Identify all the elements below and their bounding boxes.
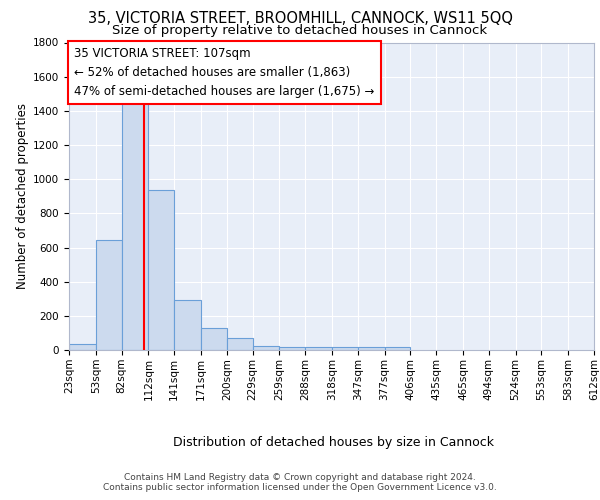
Text: Contains HM Land Registry data © Crown copyright and database right 2024.
Contai: Contains HM Land Registry data © Crown c… — [103, 473, 497, 492]
Text: 35 VICTORIA STREET: 107sqm
← 52% of detached houses are smaller (1,863)
47% of s: 35 VICTORIA STREET: 107sqm ← 52% of deta… — [74, 47, 374, 98]
Text: Distribution of detached houses by size in Cannock: Distribution of detached houses by size … — [173, 436, 494, 449]
Bar — [358, 348, 385, 350]
Bar — [96, 240, 122, 350]
Text: 35, VICTORIA STREET, BROOMHILL, CANNOCK, WS11 5QQ: 35, VICTORIA STREET, BROOMHILL, CANNOCK,… — [88, 11, 512, 26]
Bar — [280, 346, 305, 350]
Bar — [385, 348, 410, 350]
Bar — [227, 338, 253, 350]
Y-axis label: Number of detached properties: Number of detached properties — [16, 104, 29, 289]
Bar — [174, 300, 201, 350]
Bar — [201, 328, 227, 350]
Bar — [148, 190, 174, 350]
Bar — [122, 97, 148, 350]
Bar — [253, 346, 280, 350]
Bar — [69, 344, 96, 350]
Text: Size of property relative to detached houses in Cannock: Size of property relative to detached ho… — [112, 24, 488, 37]
Bar — [332, 348, 358, 350]
Bar — [305, 348, 332, 350]
